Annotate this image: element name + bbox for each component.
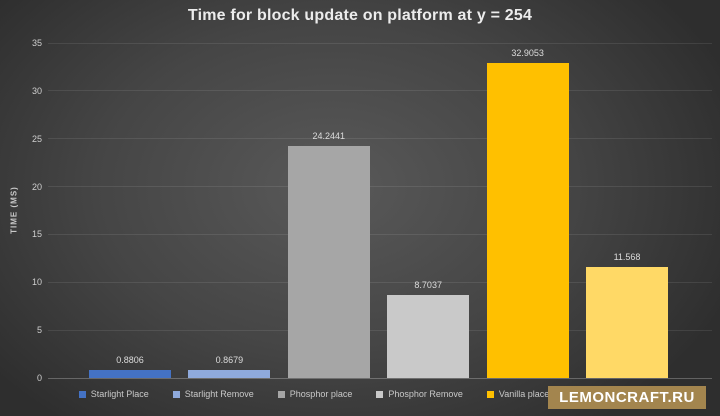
gridline: [48, 43, 712, 44]
bar-value-label: 32.9053: [511, 48, 544, 59]
legend-label: Phosphor place: [289, 389, 353, 399]
gridline: [48, 282, 712, 283]
y-tick-label: 10: [31, 277, 42, 288]
bar-value-label: 24.2441: [312, 130, 346, 141]
bar: [89, 369, 171, 378]
y-tick-label: 5: [36, 325, 42, 336]
y-tick-label: 35: [31, 38, 42, 48]
x-axis-line: [48, 378, 712, 379]
legend-label: Starlight Place: [90, 389, 149, 399]
gridline: [48, 234, 712, 235]
bar-value-label: 0.8679: [215, 354, 244, 365]
y-tick-label: 0: [36, 373, 42, 383]
legend-label: Vanilla place: [498, 389, 550, 399]
chart-title: Time for block update on platform at y =…: [187, 7, 533, 24]
y-tick-label: 25: [31, 133, 42, 144]
legend-item: Starlight Remove: [172, 389, 254, 399]
legend-label: Starlight Remove: [184, 389, 254, 399]
y-tick-label: 20: [31, 181, 42, 192]
gridline: [48, 138, 712, 139]
bar: [188, 369, 271, 378]
watermark-banner: LEMONCRAFT.RU: [548, 386, 706, 409]
y-tick-label: 30: [31, 85, 42, 96]
legend-swatch: [486, 390, 494, 398]
bar: [387, 294, 470, 378]
y-tick-label: 15: [31, 229, 42, 240]
bar: [287, 145, 370, 378]
legend-swatch: [376, 390, 384, 398]
bar: [586, 267, 668, 378]
gridline: [48, 186, 712, 187]
legend-label: Phosphor Remove: [388, 389, 463, 399]
legend-swatch: [172, 390, 180, 398]
gridline: [48, 90, 712, 91]
gridline: [48, 330, 712, 331]
legend-swatch: [277, 390, 285, 398]
legend-item: Vanilla place: [486, 389, 550, 399]
legend-item: Phosphor Remove: [376, 389, 463, 399]
y-axis-title: TIME (MS): [9, 186, 19, 234]
bar-value-label: 8.7037: [414, 279, 442, 290]
bar-value-label: 0.8806: [116, 354, 144, 365]
watermark-text: LEMONCRAFT.RU: [559, 389, 695, 406]
bar: [486, 63, 569, 378]
bar-value-label: 11.568: [613, 252, 641, 263]
legend-swatch: [78, 390, 86, 398]
legend-item: Phosphor place: [277, 389, 353, 399]
legend-item: Starlight Place: [78, 389, 149, 399]
